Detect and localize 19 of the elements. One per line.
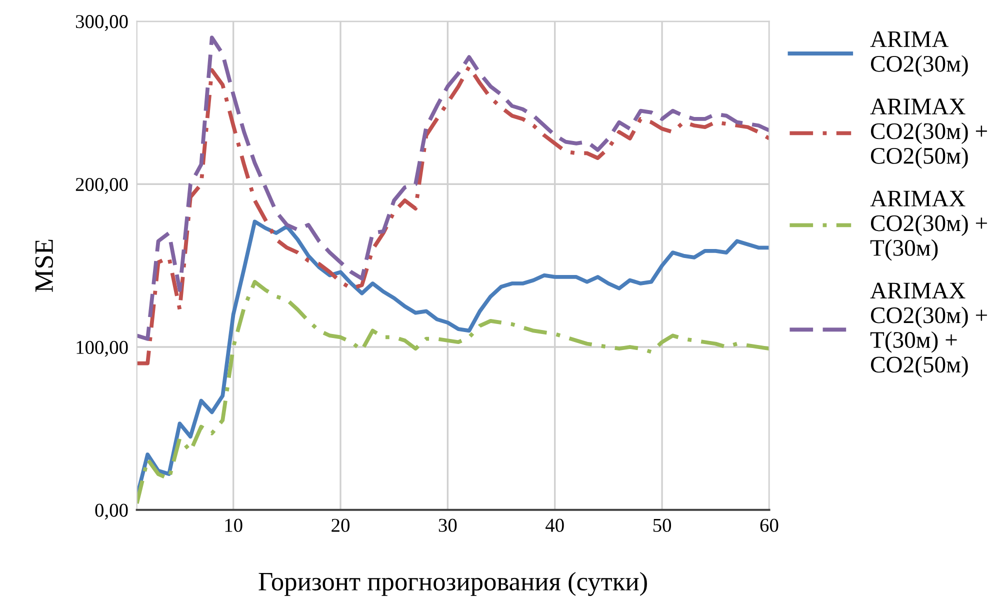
line-series bbox=[136, 64, 770, 366]
x-tick-label: 50 bbox=[653, 518, 672, 532]
legend-label: ARIMAX CO2(30м) + CO2(50м) bbox=[870, 98, 987, 169]
x-axis-title: Горизонт прогнозирования (сутки) bbox=[258, 572, 647, 596]
x-tick-label: 40 bbox=[546, 518, 564, 532]
y-tick-label: 100,00 bbox=[76, 340, 128, 357]
legend-label: ARIMA CO2(30м) bbox=[870, 31, 968, 77]
line-series bbox=[136, 280, 770, 506]
y-tick-label: 0,00 bbox=[95, 504, 128, 520]
x-tick-label: 60 bbox=[760, 518, 778, 532]
y-axis-title: MSE bbox=[35, 240, 54, 292]
x-tick-label: 20 bbox=[332, 518, 350, 532]
legend-label: ARIMAX CO2(30м) + T(30м) + CO2(50м) bbox=[870, 282, 987, 378]
x-tick-label: 10 bbox=[225, 518, 242, 532]
y-tick-label: 200,00 bbox=[76, 178, 128, 194]
legend-label: ARIMAX CO2(30м) + T(30м) bbox=[870, 190, 987, 261]
line-series bbox=[136, 36, 770, 341]
y-tick-label: 300,00 bbox=[76, 15, 128, 31]
x-tick-label: 30 bbox=[438, 518, 457, 532]
